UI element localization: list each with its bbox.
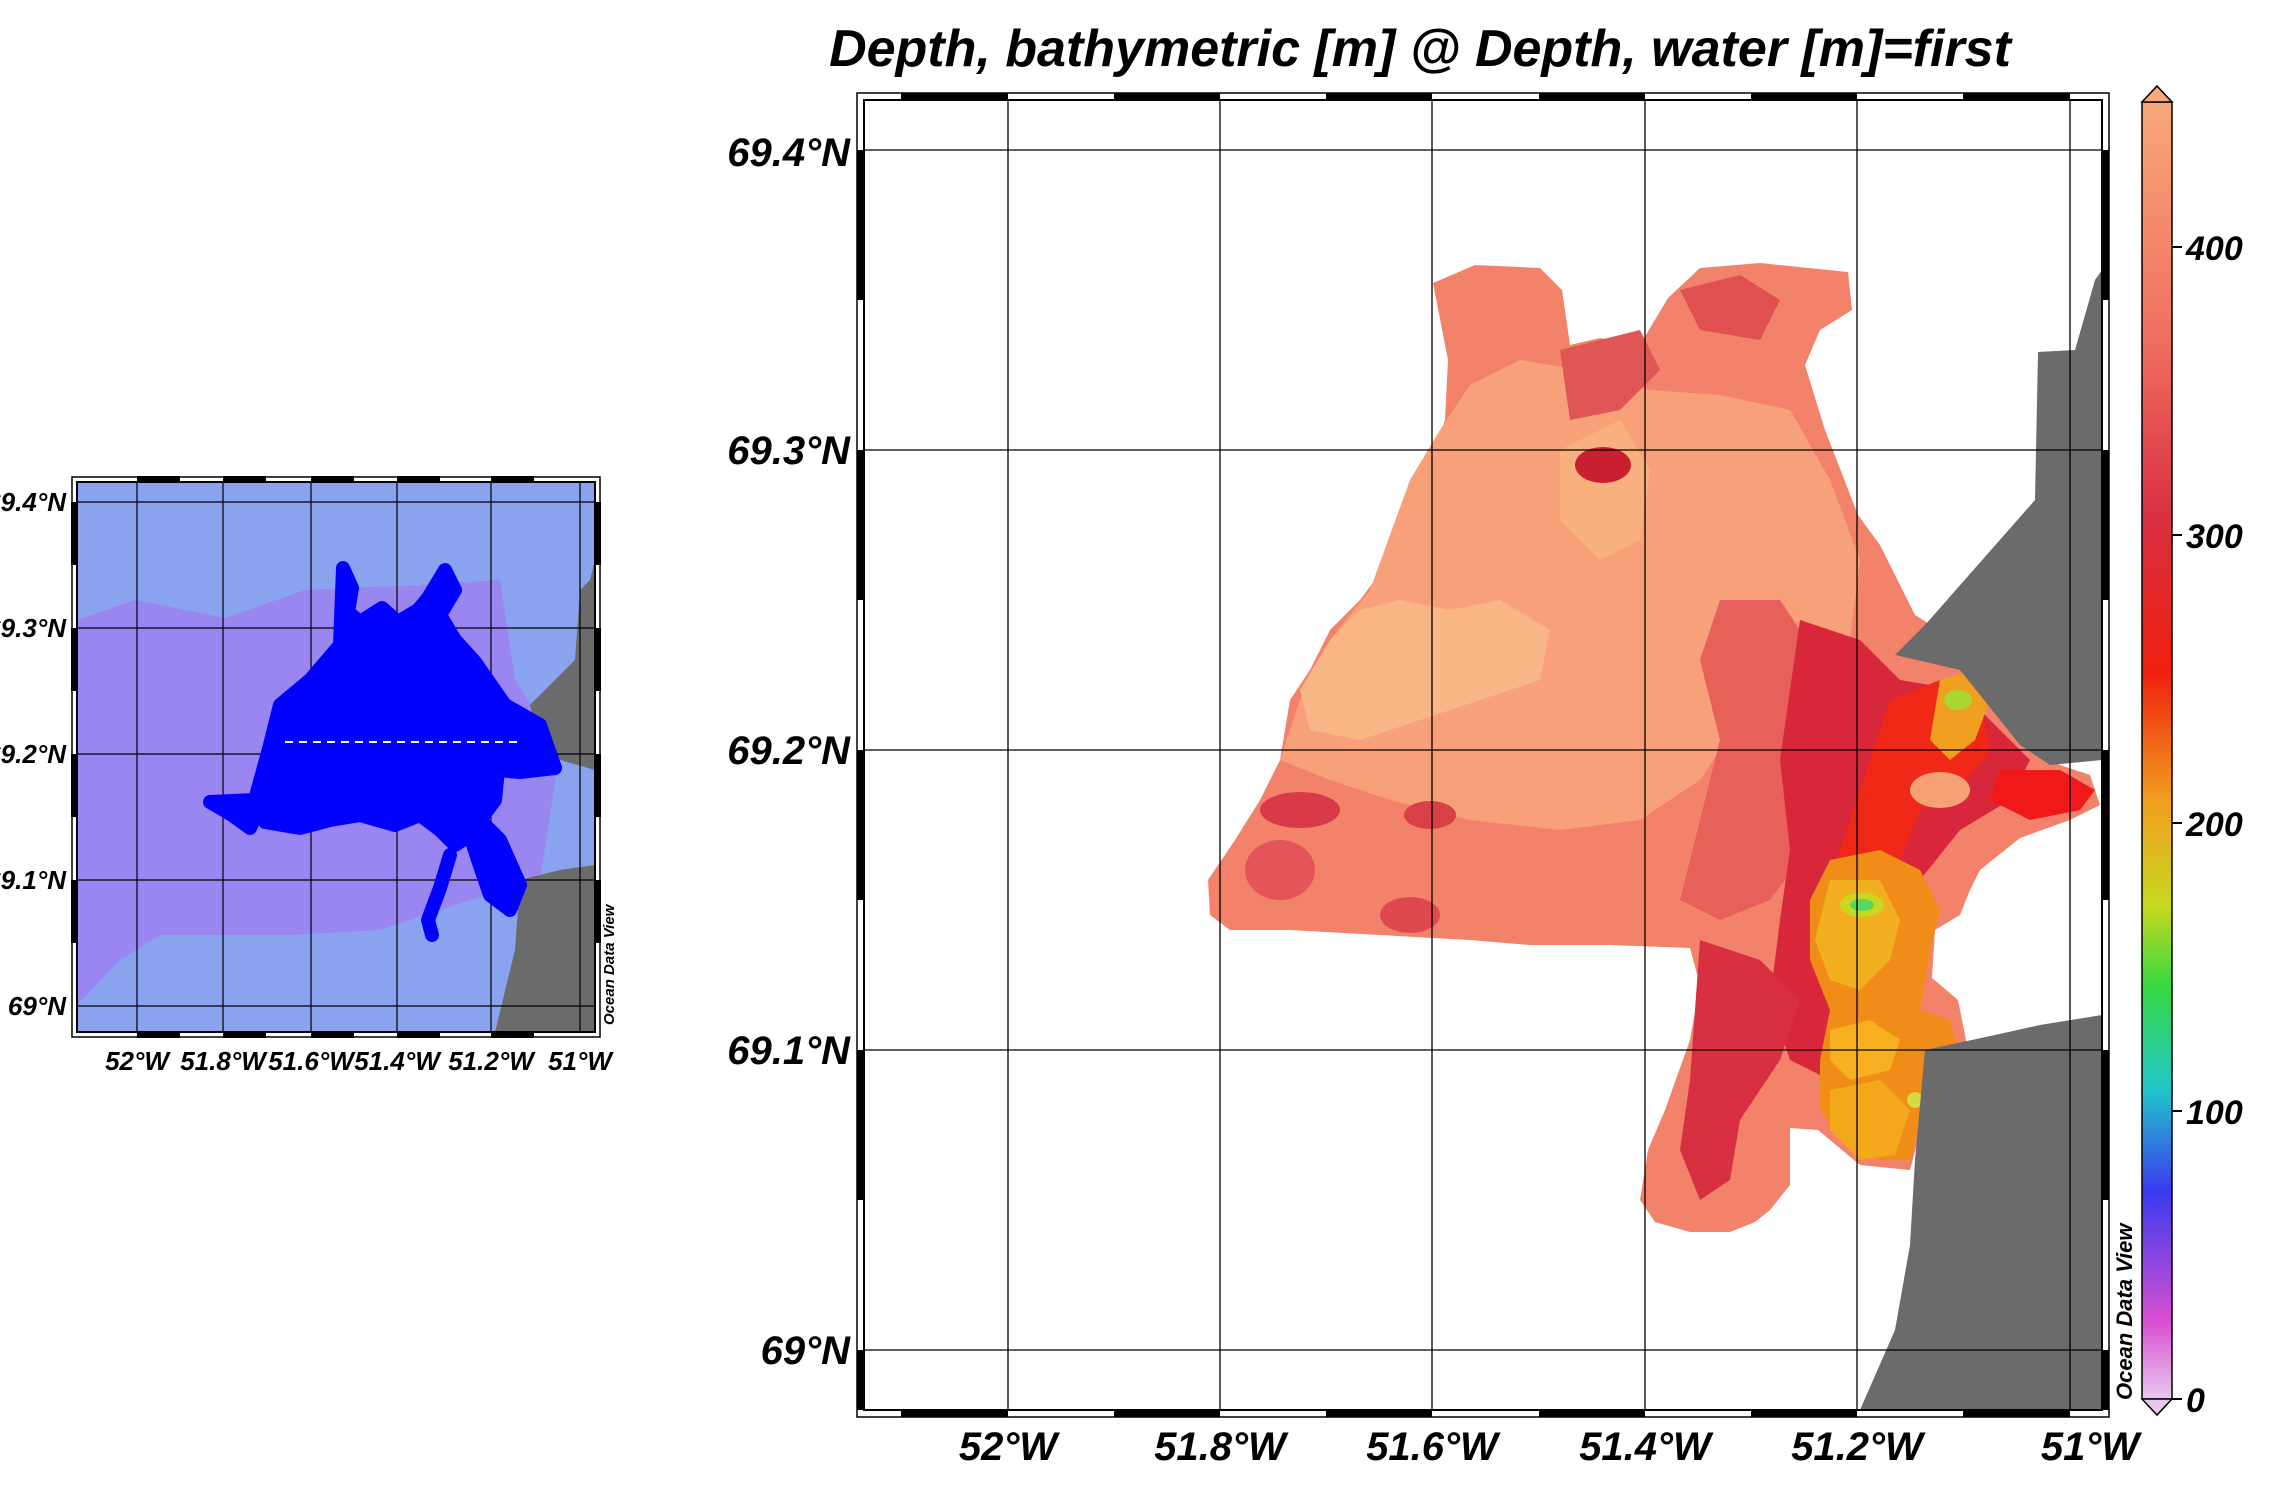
inset-lat-label: 69.2°N xyxy=(0,739,67,769)
land-east xyxy=(1895,270,2102,765)
inset-lon-label: 51.2°W xyxy=(448,1046,536,1076)
inset-map: 69.4°N 69.3°N 69.2°N 69.1°N 69°N 52°W 51… xyxy=(0,476,618,1076)
inset-lon-label: 51.6°W xyxy=(268,1046,356,1076)
inset-land-south xyxy=(495,865,595,1032)
colorbar-tick-300: 300 xyxy=(2186,518,2243,556)
lat-label-69-2: 69.2°N xyxy=(727,729,851,773)
colorbar-top-arrow xyxy=(2140,84,2174,103)
main-map-ticks xyxy=(857,93,2109,1417)
inset-lat-label: 69°N xyxy=(8,991,67,1021)
main-watermark: Ocean Data View xyxy=(2112,1222,2137,1400)
main-map: 69.4°N 69.3°N 69.2°N 69.1°N 69°N 52°W 51… xyxy=(727,92,2142,1469)
lat-label-69-1: 69.1°N xyxy=(727,1029,851,1073)
colorbar: 400 300 200 100 0 xyxy=(2140,84,2243,1420)
lon-label-51-8: 51.8°W xyxy=(1154,1425,1289,1469)
lat-label-69: 69°N xyxy=(761,1329,851,1373)
lon-label-52: 52°W xyxy=(959,1425,1060,1469)
colorbar-tick-0: 0 xyxy=(2186,1382,2205,1420)
inset-stations xyxy=(203,561,562,942)
inset-lat-label: 69.1°N xyxy=(0,865,67,895)
inset-lat-label: 69.4°N xyxy=(0,487,67,517)
lat-label-69-3: 69.3°N xyxy=(727,429,851,473)
land-south xyxy=(1860,1015,2102,1410)
lon-label-51: 51°W xyxy=(2041,1425,2142,1469)
inset-watermark: Ocean Data View xyxy=(601,903,618,1025)
inset-land-east xyxy=(530,560,595,770)
lat-label-69-4: 69.4°N xyxy=(727,131,851,175)
lon-label-51-6: 51.6°W xyxy=(1366,1425,1501,1469)
colorbar-tick-100: 100 xyxy=(2186,1094,2243,1132)
inset-lon-label: 52°W xyxy=(105,1046,171,1076)
colorbar-gradient xyxy=(2141,101,2173,1400)
colorbar-tick-200: 200 xyxy=(2185,806,2243,844)
inset-lon-label: 51.8°W xyxy=(180,1046,268,1076)
plot-title: Depth, bathymetric [m] @ Depth, water [m… xyxy=(829,20,2014,78)
colorbar-tick-400: 400 xyxy=(2185,230,2243,268)
inset-lon-label: 51°W xyxy=(548,1046,614,1076)
inset-lon-label: 51.4°W xyxy=(354,1046,442,1076)
colorbar-bottom-arrow xyxy=(2140,1398,2174,1417)
inset-lat-label: 69.3°N xyxy=(0,613,67,643)
lon-label-51-4: 51.4°W xyxy=(1579,1425,1714,1469)
lon-label-51-2: 51.2°W xyxy=(1791,1425,1926,1469)
